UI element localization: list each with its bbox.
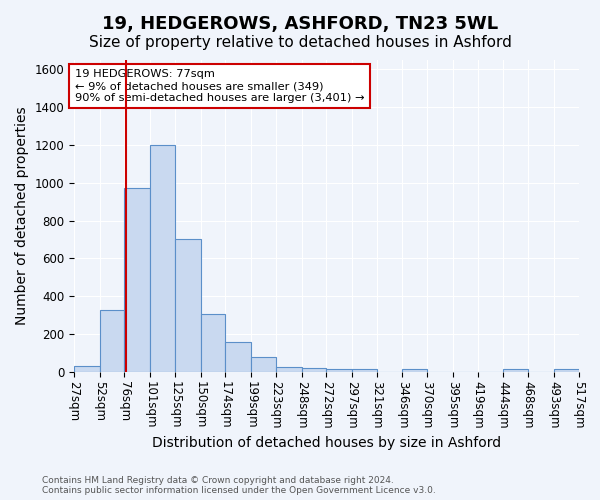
Text: Contains HM Land Registry data © Crown copyright and database right 2024.
Contai: Contains HM Land Registry data © Crown c… — [42, 476, 436, 495]
Text: 19, HEDGEROWS, ASHFORD, TN23 5WL: 19, HEDGEROWS, ASHFORD, TN23 5WL — [102, 15, 498, 33]
Bar — [251, 357, 276, 372]
Bar — [200, 314, 226, 372]
Bar — [100, 310, 124, 372]
Text: 19 HEDGEROWS: 77sqm
← 9% of detached houses are smaller (349)
90% of semi-detach: 19 HEDGEROWS: 77sqm ← 9% of detached hou… — [75, 70, 365, 102]
Y-axis label: Number of detached properties: Number of detached properties — [15, 106, 29, 325]
Bar — [226, 342, 251, 372]
Bar — [326, 369, 352, 372]
Bar — [302, 368, 326, 372]
Bar — [150, 145, 175, 372]
Bar — [503, 369, 528, 372]
Bar — [124, 188, 150, 372]
Bar — [352, 370, 377, 372]
X-axis label: Distribution of detached houses by size in Ashford: Distribution of detached houses by size … — [152, 436, 501, 450]
Text: Size of property relative to detached houses in Ashford: Size of property relative to detached ho… — [89, 35, 511, 50]
Bar — [175, 240, 200, 372]
Bar — [403, 370, 427, 372]
Bar — [554, 369, 578, 372]
Bar — [74, 366, 100, 372]
Bar — [276, 367, 302, 372]
